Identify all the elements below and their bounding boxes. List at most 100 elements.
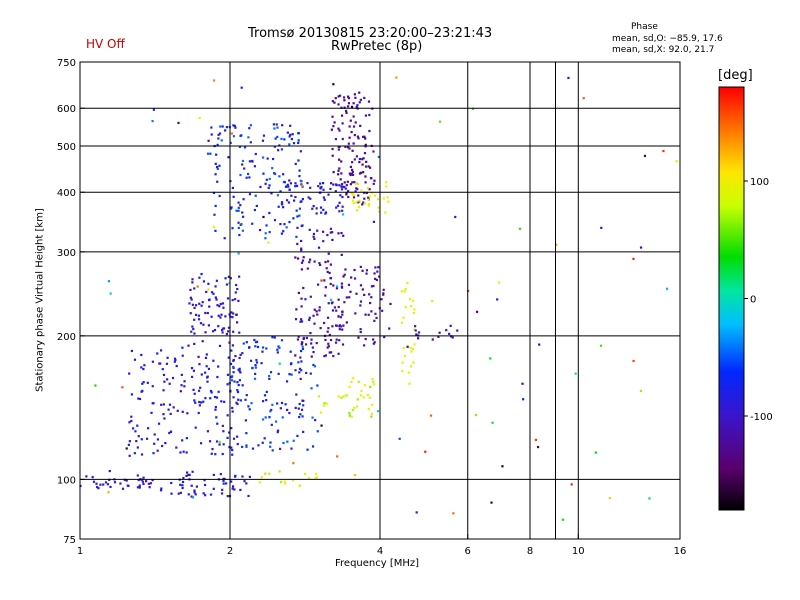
- data-point: [161, 444, 164, 448]
- data-point: [286, 131, 289, 134]
- data-point: [212, 473, 215, 477]
- data-point: [263, 394, 267, 397]
- data-point: [279, 222, 282, 226]
- data-point: [402, 316, 405, 319]
- data-point: [221, 302, 225, 305]
- colorbar-band: [719, 112, 744, 114]
- data-point: [230, 446, 233, 449]
- data-point: [372, 342, 375, 345]
- data-point: [301, 399, 304, 402]
- data-point: [324, 286, 327, 289]
- data-point: [236, 381, 239, 384]
- data-point: [206, 380, 209, 383]
- data-point: [326, 233, 329, 237]
- data-point: [234, 291, 237, 294]
- data-point: [273, 336, 276, 339]
- colorbar-band: [719, 348, 744, 350]
- data-point: [280, 401, 284, 405]
- data-point: [165, 362, 169, 365]
- data-point: [370, 310, 373, 313]
- data-point: [278, 447, 282, 450]
- data-point: [359, 304, 362, 307]
- colorbar-band: [719, 172, 744, 174]
- colorbar-band: [719, 504, 744, 506]
- data-point: [248, 193, 252, 196]
- colorbar-band: [719, 445, 744, 447]
- colorbar-band: [719, 327, 744, 329]
- data-point: [159, 349, 163, 352]
- data-point: [354, 312, 357, 315]
- colorbar-band: [719, 155, 744, 157]
- colorbar-band: [719, 104, 744, 106]
- colorbar-band: [719, 306, 744, 308]
- data-point: [401, 361, 404, 364]
- colorbar-band: [719, 434, 744, 436]
- data-point: [300, 320, 304, 323]
- data-point: [177, 121, 180, 125]
- colorbar-band: [719, 387, 744, 389]
- data-point: [265, 178, 268, 181]
- colorbar-band: [719, 108, 744, 110]
- data-point: [375, 316, 378, 320]
- data-point: [316, 430, 319, 433]
- data-point: [109, 485, 112, 489]
- data-point: [518, 227, 522, 230]
- data-point: [226, 383, 229, 386]
- data-point: [198, 363, 201, 366]
- data-point: [382, 293, 385, 296]
- colorbar-band: [719, 474, 744, 476]
- colorbar-band: [719, 393, 744, 395]
- colorbar-band: [719, 319, 744, 321]
- data-point: [261, 400, 265, 403]
- colorbar-band: [719, 301, 744, 303]
- colorbar-band: [719, 404, 744, 406]
- data-point: [449, 324, 452, 327]
- data-point: [241, 159, 245, 163]
- data-point: [261, 156, 265, 159]
- colorbar-band: [719, 482, 744, 484]
- data-point: [181, 480, 185, 484]
- data-point: [329, 263, 332, 266]
- phase-stat-x: mean, sd,X: 92.0, 21.7: [612, 45, 715, 55]
- data-point: [317, 246, 321, 249]
- data-point: [372, 150, 375, 153]
- colorbar-band: [719, 148, 744, 150]
- colorbar-band: [719, 422, 744, 424]
- data-point: [309, 186, 312, 189]
- data-point: [316, 313, 319, 316]
- colorbar-band: [719, 369, 744, 371]
- data-point: [330, 351, 333, 354]
- data-point: [186, 412, 189, 415]
- data-point: [284, 403, 287, 406]
- data-point: [353, 268, 356, 272]
- data-point: [125, 479, 128, 482]
- data-point: [193, 306, 196, 310]
- data-point: [409, 365, 413, 368]
- data-point: [236, 435, 239, 438]
- data-point: [235, 209, 238, 212]
- data-point: [254, 152, 257, 156]
- data-point: [408, 382, 411, 385]
- data-point: [238, 145, 242, 149]
- data-point: [297, 407, 300, 410]
- data-point: [292, 142, 296, 145]
- data-point: [378, 210, 381, 213]
- data-point: [318, 309, 321, 312]
- colorbar-band: [719, 144, 744, 146]
- data-point: [209, 397, 212, 400]
- data-point: [348, 147, 351, 150]
- colorbar-band: [719, 94, 744, 96]
- data-point: [294, 195, 297, 199]
- y-tick-label: 100: [57, 475, 76, 486]
- colorbar-band: [719, 292, 744, 294]
- data-point: [248, 160, 251, 163]
- data-point: [298, 214, 301, 217]
- data-point: [330, 128, 333, 131]
- data-point: [162, 373, 166, 377]
- data-point: [381, 309, 384, 312]
- colorbar-band: [719, 375, 744, 377]
- data-point: [245, 432, 248, 435]
- data-point: [97, 487, 100, 490]
- colorbar-band: [719, 218, 744, 220]
- data-point: [350, 168, 354, 171]
